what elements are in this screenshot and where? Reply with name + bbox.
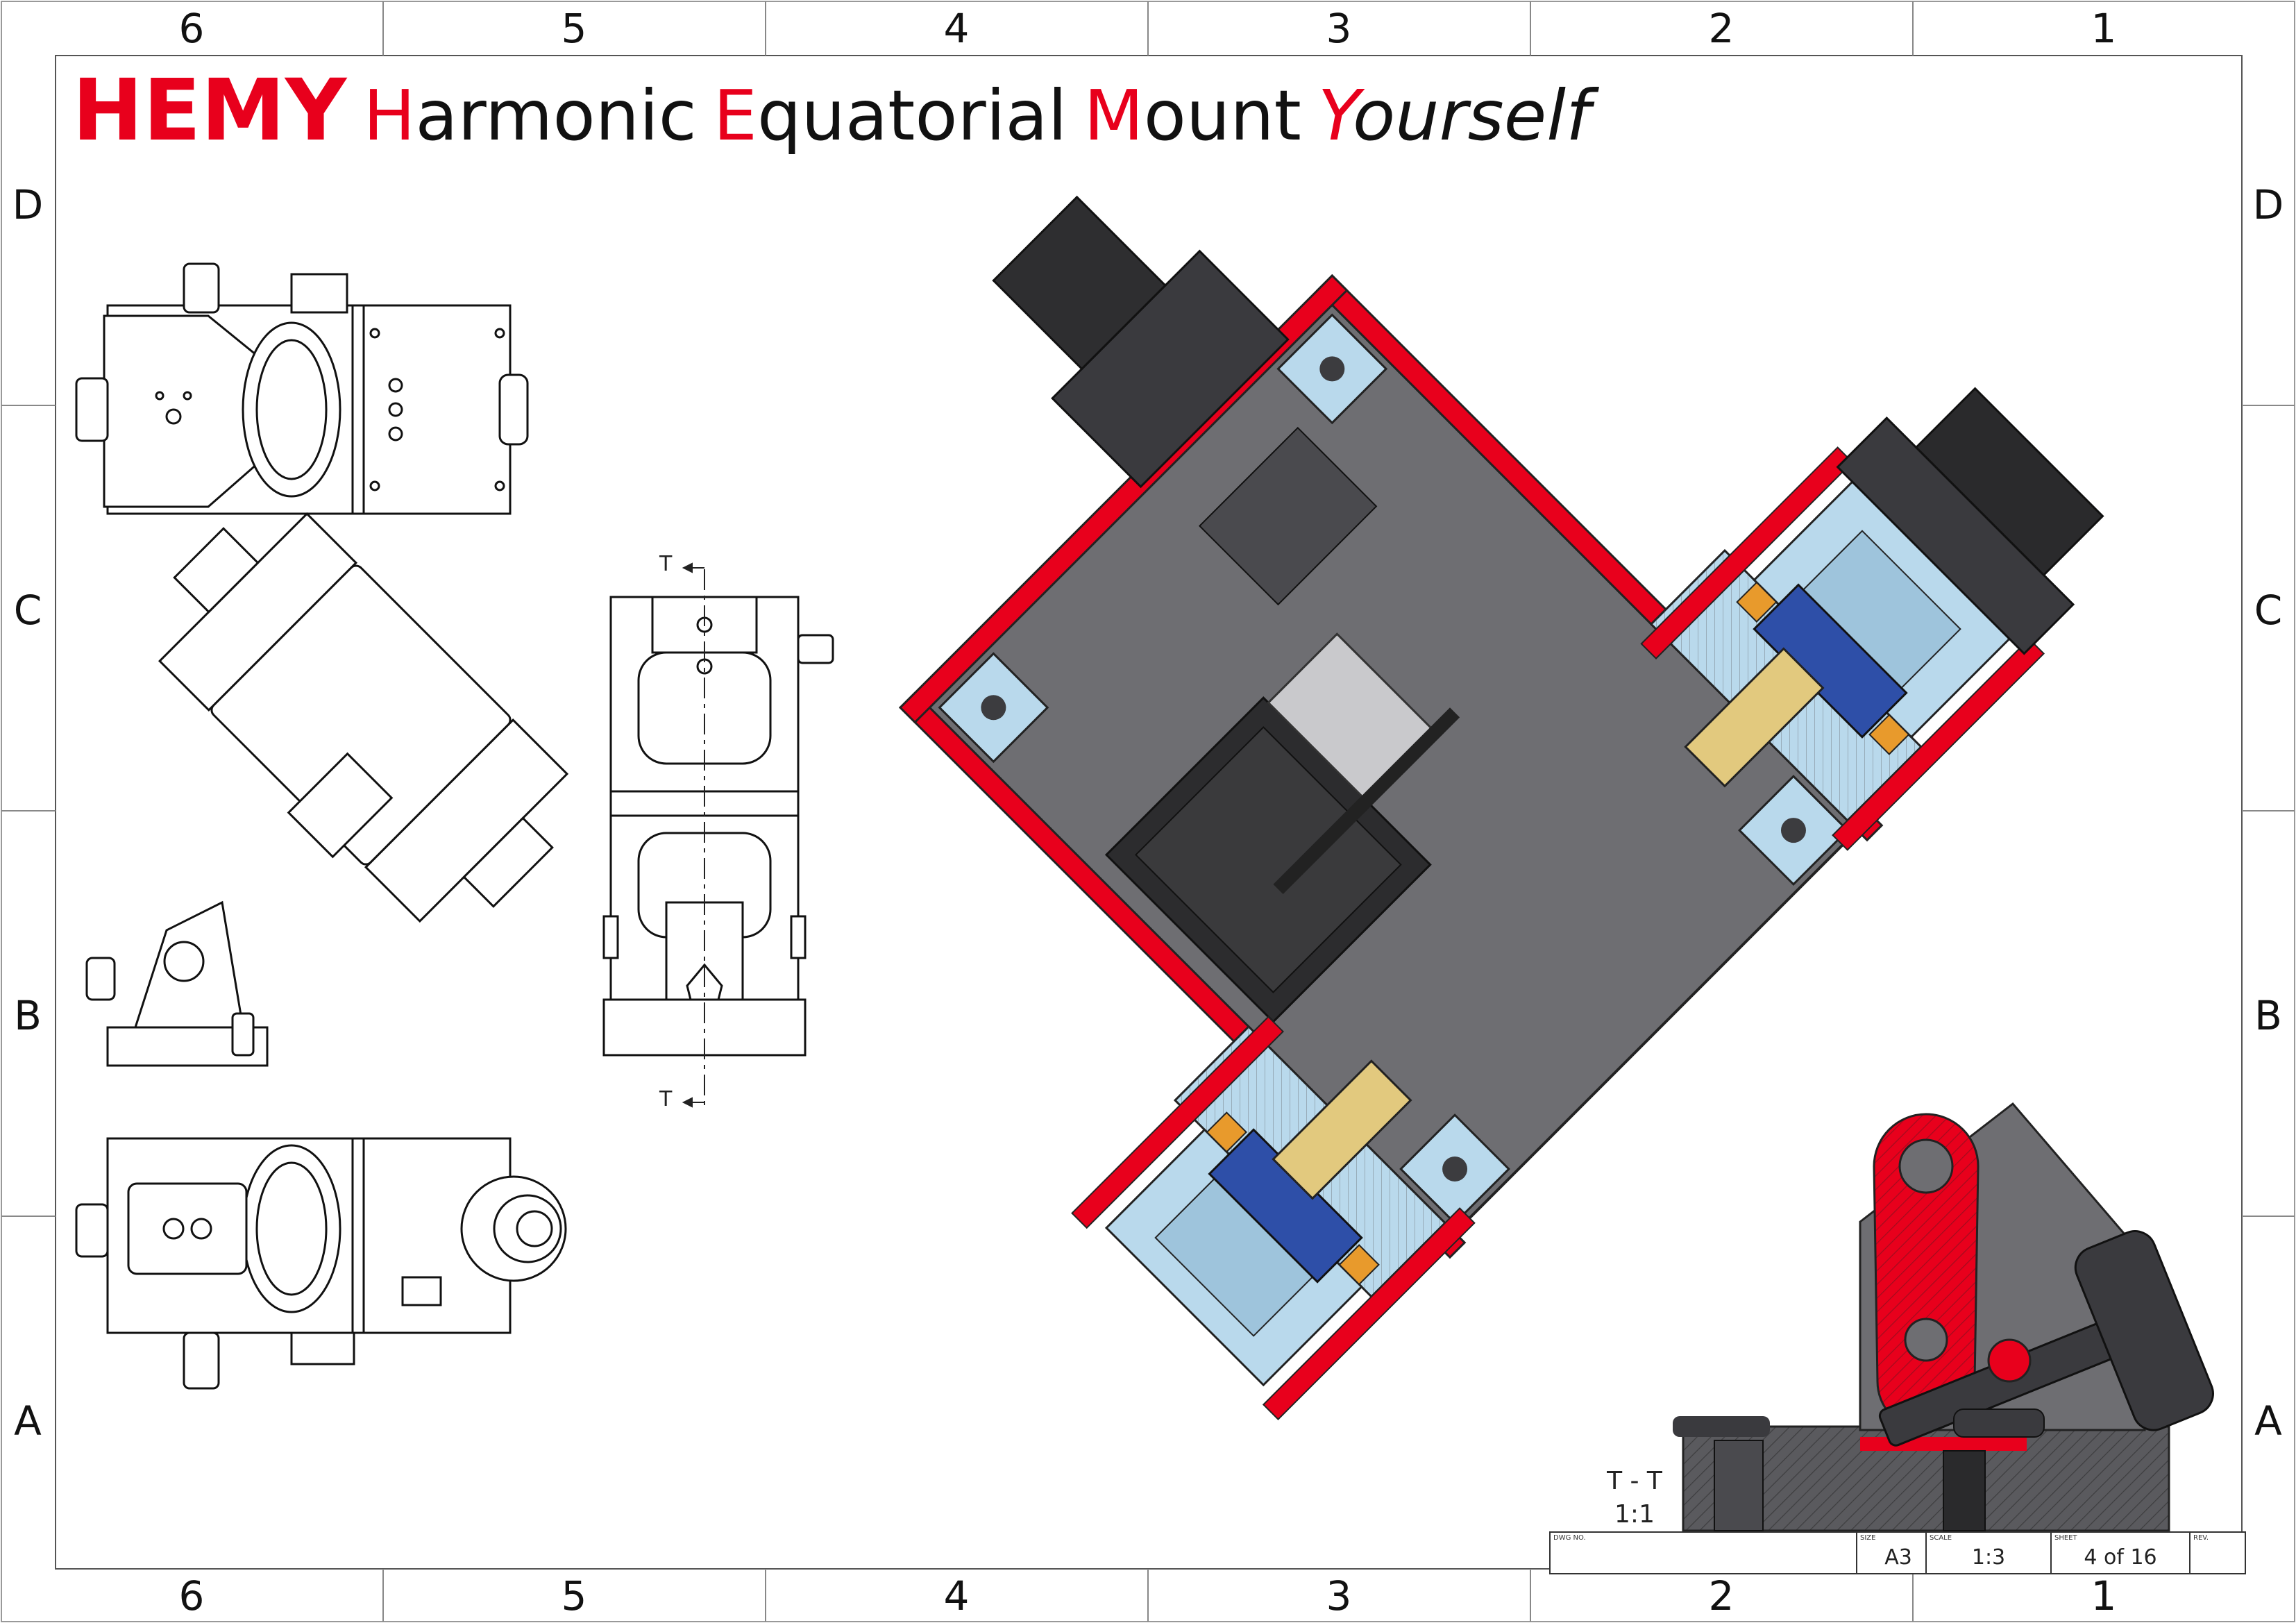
title-e-rest: quatorial (757, 75, 1067, 156)
section-view-label: T - T 1:1 (1589, 1465, 1680, 1531)
ra-gearbox (1640, 387, 2104, 851)
section-mark-bottom: T (659, 1087, 673, 1111)
front-view (602, 596, 834, 1057)
title-e: E (713, 75, 757, 156)
sheet-label: SHEET (2054, 1534, 2077, 1542)
clamp-knob (2074, 1230, 2214, 1431)
zone-col-3-bottom: 3 (1326, 1572, 1352, 1620)
size-cell: SIZE A3 (1856, 1533, 1925, 1573)
sheet-cell: SHEET 4 of 16 (2050, 1533, 2189, 1573)
zone-row-a-left: A (14, 1397, 42, 1445)
title-m-rest: ount (1143, 75, 1301, 156)
title-y-rest: ourself (1353, 75, 1591, 156)
dwg-no-cell: DWG NO. (1551, 1533, 1856, 1573)
top-view (75, 262, 529, 515)
zone-col-5-bottom: 5 (561, 1572, 587, 1620)
drawing-title: HEMY Harmonic Equatorial Mount Yourself (72, 68, 1590, 153)
zone-row-d-left: D (12, 181, 44, 228)
sheet-value: 4 of 16 (2084, 1545, 2157, 1570)
title-h: H (363, 75, 416, 156)
dwg-no-label: DWG NO. (1553, 1534, 1586, 1542)
rev-cell: REV. (2189, 1533, 2245, 1573)
scale-cell: SCALE 1:3 (1925, 1533, 2050, 1573)
zone-col-2-bottom: 2 (1708, 1572, 1734, 1620)
zone-col-6-bottom: 6 (178, 1572, 205, 1620)
scale-value: 1:3 (1971, 1545, 2006, 1570)
zone-col-1-bottom: 1 (2091, 1572, 2117, 1620)
title-h-rest: armonic (415, 75, 697, 156)
section-name: T - T (1607, 1467, 1662, 1495)
zone-col-4-top: 4 (943, 5, 970, 52)
title-brand: HEMY (72, 61, 347, 160)
size-value: A3 (1884, 1545, 1912, 1570)
zone-col-2-top: 2 (1708, 5, 1734, 52)
section-scale: 1:1 (1614, 1500, 1655, 1529)
zone-col-4-bottom: 4 (943, 1572, 970, 1620)
zone-col-3-top: 3 (1326, 5, 1352, 52)
dec-gearbox (1071, 1016, 1476, 1421)
side-view (85, 512, 569, 1067)
rev-label: REV. (2193, 1534, 2209, 1542)
title-m: M (1083, 75, 1144, 156)
zone-row-c-right: C (2254, 587, 2283, 634)
section-mark-top: T (659, 552, 673, 576)
size-label: SIZE (1860, 1534, 1876, 1542)
zone-row-c-left: C (13, 587, 42, 634)
zone-row-d-right: D (2252, 181, 2284, 228)
zone-col-6-top: 6 (178, 5, 205, 52)
zone-col-1-top: 1 (2091, 5, 2117, 52)
section-view-t-t (898, 195, 2214, 1532)
bottom-view (75, 1137, 567, 1390)
zone-row-a-right: A (2254, 1397, 2282, 1445)
zone-row-b-left: B (14, 992, 42, 1039)
section-cut-line (682, 562, 705, 1111)
scale-label: SCALE (1930, 1534, 1952, 1542)
title-y: Y (1317, 75, 1353, 156)
zone-col-5-top: 5 (561, 5, 587, 52)
title-block: DWG NO. SIZE A3 SCALE 1:3 SHEET 4 of 16 … (1549, 1531, 2246, 1574)
zone-row-b-right: B (2254, 992, 2282, 1039)
